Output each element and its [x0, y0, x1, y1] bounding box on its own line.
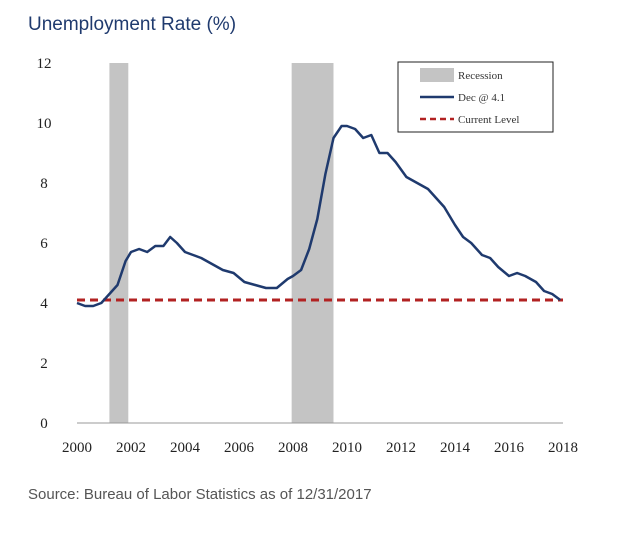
- y-tick-label: 2: [40, 356, 48, 372]
- recession-band: [291, 63, 334, 423]
- legend-recession-label: Recession: [458, 70, 503, 82]
- x-tick-label: 2010: [332, 440, 362, 456]
- x-tick-label: 2016: [494, 440, 525, 456]
- x-tick-label: 2018: [548, 440, 578, 456]
- legend-recession-swatch: [420, 68, 454, 82]
- y-tick-label: 4: [40, 296, 48, 312]
- y-tick-label: 12: [37, 56, 52, 72]
- x-tick-label: 2004: [170, 440, 201, 456]
- x-tick-label: 2014: [440, 440, 471, 456]
- series-line: [76, 124, 562, 308]
- x-tick-label: 2002: [116, 440, 146, 456]
- x-tick-label: 2008: [278, 440, 308, 456]
- axes: 0 2 4 6 8 10 12 2000 2002 2004 2006 2008 2010 2012 201…: [37, 56, 579, 456]
- y-tick-label: 10: [37, 116, 52, 132]
- x-tick-label: 2006: [224, 440, 255, 456]
- y-tick-label: 6: [40, 236, 48, 252]
- x-tick-label: 2000: [62, 440, 92, 456]
- y-tick-label: 8: [40, 176, 48, 192]
- series-layer: [76, 124, 562, 308]
- legend: Recession Dec @ 4.1 Current Level: [397, 61, 554, 133]
- recession-band: [109, 63, 129, 423]
- x-tick-label: 2012: [386, 440, 416, 456]
- legend-series-label: Dec @ 4.1: [458, 92, 505, 104]
- legend-current-label: Current Level: [458, 114, 519, 126]
- chart-title: Unemployment Rate (%): [28, 14, 237, 35]
- y-tick-label: 0: [40, 416, 48, 432]
- source-note: Source: Bureau of Labor Statistics as of…: [28, 486, 372, 503]
- recession-bands: [109, 63, 334, 423]
